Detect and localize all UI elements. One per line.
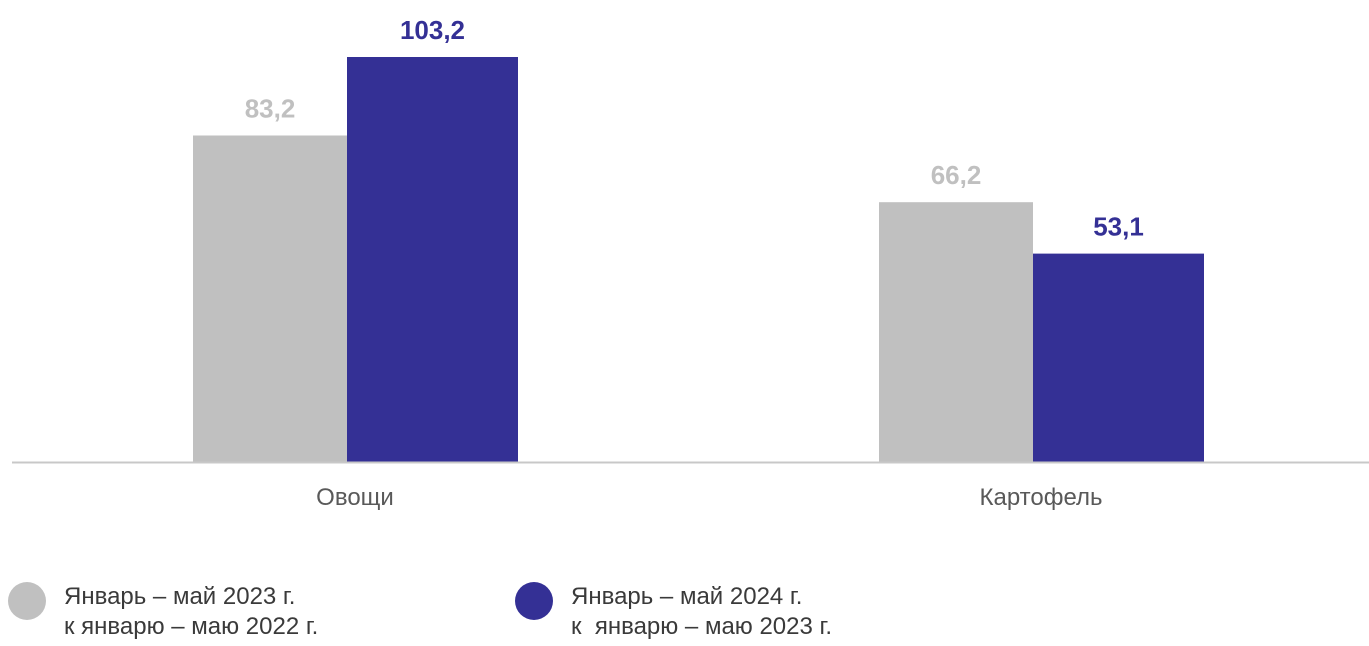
category-label-0: Овощи: [316, 484, 394, 511]
bar-2024-0: [347, 57, 518, 462]
bar-2023-0: [193, 135, 347, 462]
legend-label-2023-line-1: Январь – май 2023 г.: [64, 583, 296, 610]
legend-swatch-2023: [8, 582, 46, 620]
legend-swatch-2024: [515, 582, 553, 620]
category-label-1: Картофель: [979, 484, 1102, 511]
legend-label-2024-line-1: Январь – май 2024 г.: [571, 583, 803, 610]
data-label-2023-1: 66,2: [931, 160, 982, 190]
legend-label-2024: Январь – май 2024 г. к январю – маю 2023…: [571, 582, 832, 642]
data-label-2024-1: 53,1: [1093, 212, 1144, 242]
legend-item-2023: Январь – май 2023 г. к январю – маю 2022…: [8, 582, 318, 642]
data-label-2023-0: 83,2: [245, 93, 296, 123]
bar-2024-1: [1033, 253, 1204, 462]
legend-item-2024: Январь – май 2024 г. к январю – маю 2023…: [515, 582, 832, 642]
bar-2023-1: [879, 202, 1033, 462]
bar-chart: 83,2 103,2 Овощи 66,2 53,1 Картофель: [12, 15, 1369, 511]
legend-label-2023: Январь – май 2023 г. к январю – маю 2022…: [64, 582, 318, 642]
legend-label-2023-line-2: к январю – маю 2022 г.: [64, 613, 319, 640]
legend-label-2024-line-2: к январю – маю 2023 г.: [571, 613, 833, 640]
data-label-2024-0: 103,2: [400, 15, 465, 45]
